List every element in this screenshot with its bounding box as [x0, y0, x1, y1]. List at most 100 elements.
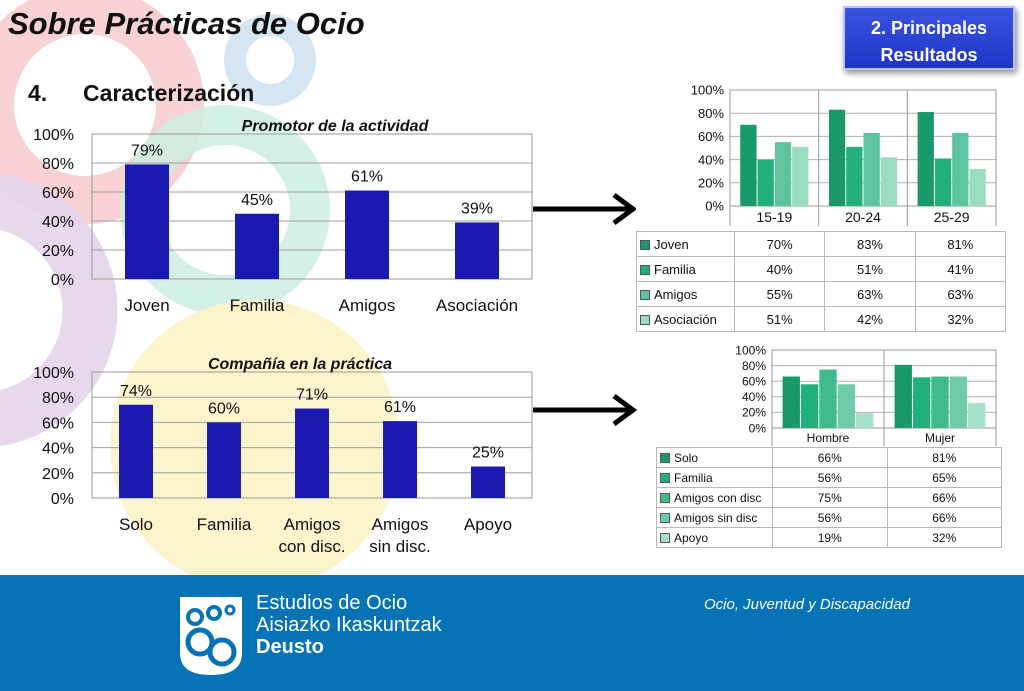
- bar: [207, 422, 241, 498]
- bar: [952, 132, 969, 206]
- x-tick-label: Hombre: [807, 431, 850, 445]
- x-tick-label: Solo: [119, 515, 153, 534]
- footer-bar: [0, 575, 1024, 691]
- org-line-1: Estudios de Ocio: [256, 592, 408, 614]
- data-label: 45%: [241, 192, 273, 209]
- section-badge-line-2: Resultados: [880, 45, 978, 65]
- x-tick-label: Apoyo: [464, 515, 512, 534]
- table-cell: 56%: [772, 507, 888, 528]
- table-cell: 19%: [772, 527, 888, 548]
- data-label: 61%: [384, 399, 416, 416]
- section-heading: 4. Caracterización: [28, 80, 254, 107]
- y-tick-label: 80%: [42, 390, 74, 407]
- y-tick-label: 40%: [742, 390, 766, 404]
- table-cell: 66%: [886, 507, 1002, 528]
- x-tick-label: Mujer: [925, 431, 955, 445]
- bar: [792, 146, 809, 206]
- bar: [800, 384, 819, 428]
- legend-key-icon: [640, 290, 650, 301]
- y-tick-label: 20%: [42, 243, 74, 260]
- x-tick-label: Joven: [124, 296, 169, 315]
- legend-cell: Amigos: [636, 281, 735, 307]
- sexo-data-table: Solo 66% 81% Familia 56% 65% Amigos con disc 75…: [656, 447, 1002, 548]
- y-tick-label: 0%: [749, 421, 767, 435]
- table-cell: 65%: [886, 467, 1002, 488]
- table-cell: 42%: [824, 306, 916, 332]
- table-cell: 40%: [733, 256, 826, 282]
- bar: [471, 466, 505, 498]
- series-name: Apoyo: [674, 530, 709, 545]
- table-cell: 66%: [772, 447, 888, 468]
- sexo-grouped-bar-chart: 0%20% 40%60% 80% 100% Hombre Mujer: [712, 344, 1004, 447]
- table-row: Amigos 55% 63% 63%: [636, 281, 1007, 307]
- bar: [863, 132, 880, 206]
- bar: [119, 404, 153, 498]
- bar: [894, 364, 912, 428]
- legend-key-icon: [660, 453, 670, 464]
- data-label: 60%: [208, 400, 240, 417]
- promotor-bar-chart: 0% 20% 40% 60% 80% 100% Promotor de la activid…: [33, 118, 533, 315]
- data-label: 74%: [120, 383, 152, 400]
- section-heading-text: Caracterización: [83, 80, 255, 106]
- series-name: Amigos: [654, 286, 698, 302]
- y-tick-label: 0%: [51, 272, 74, 289]
- table-cell: 32%: [914, 306, 1007, 332]
- y-tick-label: 20%: [742, 406, 766, 420]
- table-cell: 32%: [886, 527, 1002, 548]
- series-name: Amigos con disc: [674, 490, 762, 505]
- compania-bar-chart: 0% 20% 40% 60% 80% 100% Compañía en la práctic…: [33, 356, 533, 556]
- series-name: Familia: [674, 470, 713, 485]
- bar: [782, 376, 800, 428]
- table-cell: 55%: [733, 281, 826, 307]
- table-cell: 75%: [772, 487, 888, 508]
- bar: [235, 213, 279, 279]
- y-tick-label: 40%: [698, 152, 724, 167]
- bar: [846, 146, 863, 206]
- series-name: Familia: [654, 261, 696, 277]
- legend-key-icon: [660, 533, 670, 544]
- table-row: Amigos con disc 75% 66%: [656, 487, 1002, 508]
- table-row: Apoyo 19% 32%: [656, 527, 1002, 548]
- bar: [931, 376, 949, 428]
- bar: [740, 124, 757, 206]
- legend-key-icon: [660, 473, 670, 484]
- table-cell: 81%: [914, 231, 1007, 257]
- y-tick-label: 80%: [742, 359, 766, 373]
- y-tick-label: 100%: [735, 344, 766, 357]
- y-tick-label: 60%: [42, 415, 74, 432]
- data-label: 39%: [461, 200, 493, 217]
- bar: [757, 159, 774, 206]
- x-tick-label: con disc.: [278, 537, 345, 556]
- table-cell: 66%: [886, 487, 1002, 508]
- legend-key-icon: [660, 493, 670, 504]
- x-tick-label: 15-19: [756, 209, 792, 225]
- bar: [969, 168, 986, 206]
- legend-cell: Amigos con disc: [656, 487, 773, 508]
- y-tick-label: 20%: [42, 466, 74, 483]
- x-tick-label: sin disc.: [369, 537, 430, 556]
- legend-cell: Joven: [636, 231, 735, 257]
- bar: [383, 421, 417, 498]
- y-tick-label: 0%: [51, 491, 74, 508]
- organization-name: Estudios de Ocio Aisiazko Ikaskuntzak De…: [256, 592, 442, 658]
- table-row: Familia 40% 51% 41%: [636, 256, 1007, 282]
- table-cell: 63%: [914, 281, 1007, 307]
- data-label: 25%: [472, 445, 504, 462]
- table-cell: 51%: [733, 306, 826, 332]
- y-tick-label: 100%: [33, 127, 74, 144]
- data-label: 79%: [131, 142, 163, 159]
- page-title: Sobre Prácticas de Ocio: [8, 6, 365, 41]
- legend-cell: Familia: [656, 467, 773, 488]
- x-tick-label: 20-24: [845, 209, 881, 225]
- section-badge[interactable]: 2. Principales Resultados: [843, 6, 1015, 70]
- bar: [949, 376, 968, 428]
- bar: [880, 157, 898, 206]
- legend-key-icon: [640, 315, 650, 326]
- y-tick-label: 80%: [42, 156, 74, 173]
- chart-title: Compañía en la práctica: [208, 356, 392, 373]
- table-row: Familia 56% 65%: [656, 467, 1002, 488]
- table-row: Joven 70% 83% 81%: [636, 231, 1007, 257]
- y-tick-label: 40%: [42, 214, 74, 231]
- bar: [819, 369, 837, 428]
- data-label: 71%: [296, 387, 328, 404]
